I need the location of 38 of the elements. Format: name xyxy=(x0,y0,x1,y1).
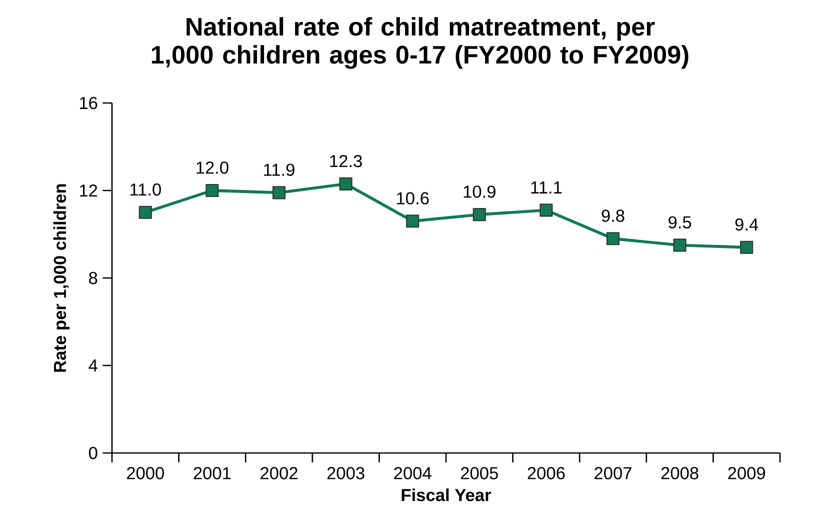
x-tick-label: 2002 xyxy=(260,467,298,480)
point xyxy=(339,177,352,190)
y-tick-label: 0 xyxy=(88,446,98,460)
y-axis-title: Rate per 1,000 children xyxy=(53,184,70,372)
x-tick-label: 2008 xyxy=(661,467,698,480)
point xyxy=(138,206,152,219)
data-label: 10.6 xyxy=(397,192,429,204)
data-label: 11.0 xyxy=(130,183,161,196)
x-tick-label: 2006 xyxy=(528,467,565,480)
data-label: 10.9 xyxy=(464,186,496,198)
data-label: 11.1 xyxy=(531,182,562,194)
point xyxy=(740,240,754,254)
x-tick-label: 2003 xyxy=(327,467,364,480)
data-label: 12.3 xyxy=(330,154,362,168)
data-label: 9.8 xyxy=(602,210,624,222)
x-tick-label: 2000 xyxy=(126,467,164,480)
data-label: 9.4 xyxy=(735,218,758,231)
chart-title: National rate of child matreatment, per 1,000 children ages 0-17 (FY2000 to FY2009) xyxy=(152,17,688,69)
point xyxy=(406,214,420,228)
y-tick-label: 8 xyxy=(89,272,98,284)
x-tick-label: 2007 xyxy=(594,467,632,480)
point xyxy=(206,184,219,198)
point xyxy=(673,238,686,252)
point xyxy=(272,186,286,200)
y-tick-label: 16 xyxy=(80,96,98,110)
x-axis-title: Fiscal Year xyxy=(402,488,492,502)
y-tick-label: 12 xyxy=(80,184,98,197)
y-tick-label: 4 xyxy=(88,360,98,372)
data-label: 9.5 xyxy=(668,216,692,228)
x-tick-label: 2009 xyxy=(728,467,766,480)
point xyxy=(472,208,486,222)
point xyxy=(606,232,620,246)
data-label: 12.0 xyxy=(196,162,228,174)
x-tick-label: 2005 xyxy=(460,467,498,480)
x-tick-label: 2004 xyxy=(394,467,432,480)
data-label: 11.9 xyxy=(264,164,294,176)
x-tick-label: 2001 xyxy=(194,467,231,480)
point xyxy=(540,204,553,217)
